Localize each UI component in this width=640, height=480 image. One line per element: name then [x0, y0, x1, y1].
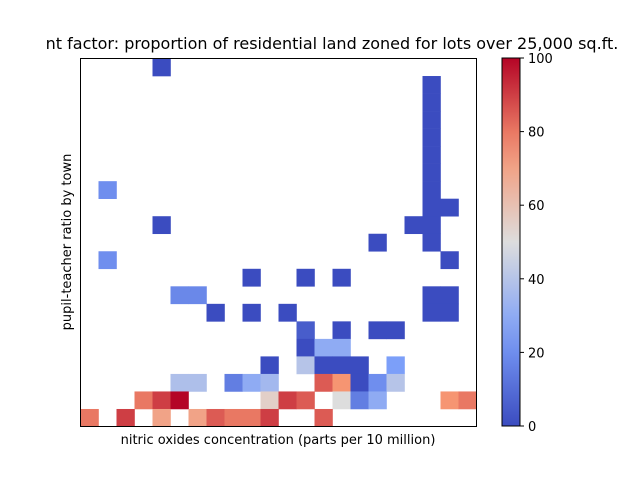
heatmap-cell	[404, 216, 423, 235]
heatmap-cell	[116, 408, 135, 427]
colorbar-tick-label: 100	[528, 52, 553, 67]
heatmap-cell	[314, 338, 333, 357]
heatmap-cell	[350, 356, 369, 375]
heatmap-cell	[350, 373, 369, 392]
heatmap-cell	[242, 373, 261, 392]
heatmap-cell	[152, 391, 171, 410]
heatmap-cell	[368, 321, 387, 340]
colorbar-ticks: 0 20 40 60 80 100	[520, 52, 553, 435]
heatmap-cell	[296, 268, 315, 287]
heatmap-cell	[296, 391, 315, 410]
heatmap-cell	[260, 391, 279, 410]
heatmap-cell	[422, 93, 441, 112]
heatmap-cell	[260, 356, 279, 375]
heatmap-cell	[422, 146, 441, 164]
heatmap-cell	[332, 356, 351, 375]
heatmap-cell	[170, 391, 189, 410]
heatmap-cell	[422, 76, 441, 94]
heatmap-cell	[368, 391, 387, 410]
heatmap-cell	[440, 286, 459, 305]
colorbar	[501, 57, 521, 427]
heatmap-cell	[350, 391, 369, 410]
heatmap-cell	[386, 321, 405, 340]
chart-title: nt factor: proportion of residential lan…	[46, 34, 619, 53]
heatmap-cell	[422, 181, 441, 199]
heatmap-cell	[440, 198, 459, 217]
heatmap-cell	[170, 286, 189, 305]
heatmap-cell	[314, 356, 333, 375]
heatmap-cell	[314, 373, 333, 392]
heatmap-cell	[296, 356, 315, 375]
colorbar-tick-label: 20	[528, 346, 545, 361]
heatmap-cell	[332, 338, 351, 357]
heatmap-cell	[188, 408, 207, 427]
heatmap-cell	[368, 233, 387, 252]
heatmap-cell	[134, 391, 153, 410]
heatmap-cell	[278, 391, 297, 410]
heatmap-cell	[242, 268, 261, 287]
heatmap-cell	[80, 408, 99, 427]
heatmap-cell	[260, 408, 279, 427]
colorbar-tick-label: 40	[528, 273, 545, 288]
heatmap-cell	[422, 111, 441, 129]
heatmap-cell	[206, 408, 225, 427]
heatmap-cell	[224, 408, 243, 427]
heatmap-cell	[422, 286, 441, 305]
heatmap-cell	[422, 198, 441, 217]
heatmap-cell	[332, 391, 351, 410]
heatmap-cell	[422, 163, 441, 182]
heatmap-cell	[440, 391, 459, 410]
heatmap-cell	[332, 268, 351, 287]
plot-frame	[80, 58, 477, 427]
heatmap-cell	[458, 391, 477, 410]
x-axis-label: nitric oxides concentration (parts per 1…	[121, 433, 436, 448]
heatmap-cell	[422, 303, 441, 322]
heatmap-cell	[206, 303, 225, 322]
heatmap-cell	[422, 216, 441, 235]
heatmap-cell	[260, 373, 279, 392]
colorbar-tick-label: 80	[528, 126, 545, 141]
heatmap-cell	[296, 338, 315, 357]
heatmap-cell	[242, 303, 261, 322]
heatmap-cell	[386, 373, 405, 392]
heatmap-cell	[368, 373, 387, 392]
heatmap-cell	[440, 251, 459, 270]
colorbar-tick-label: 60	[528, 199, 545, 214]
heatmap-cell	[188, 373, 207, 392]
heatmap-cell	[152, 216, 171, 235]
heatmap-cell	[332, 321, 351, 340]
heatmap-cell	[170, 373, 189, 392]
heatmap-cell	[224, 373, 243, 392]
heatmap-cell	[332, 373, 351, 392]
heatmap-cell	[242, 408, 261, 427]
heatmap-cell	[422, 128, 441, 147]
heatmap-cell	[152, 58, 171, 77]
heatmap-cell	[386, 356, 405, 375]
heatmap-cell	[440, 303, 459, 322]
heatmap-cells	[80, 58, 477, 427]
heatmap-cell	[98, 251, 117, 270]
y-axis-label: pupil-teacher ratio by town	[60, 154, 75, 331]
colorbar-tick-label: 0	[528, 420, 536, 435]
heatmap-cell	[152, 408, 171, 427]
heatmap-cell	[422, 233, 441, 252]
heatmap-cell	[278, 303, 297, 322]
heatmap-cell	[314, 408, 333, 427]
heatmap-cell	[188, 286, 207, 305]
heatmap-cell	[98, 181, 117, 199]
heatmap-cell	[296, 321, 315, 340]
